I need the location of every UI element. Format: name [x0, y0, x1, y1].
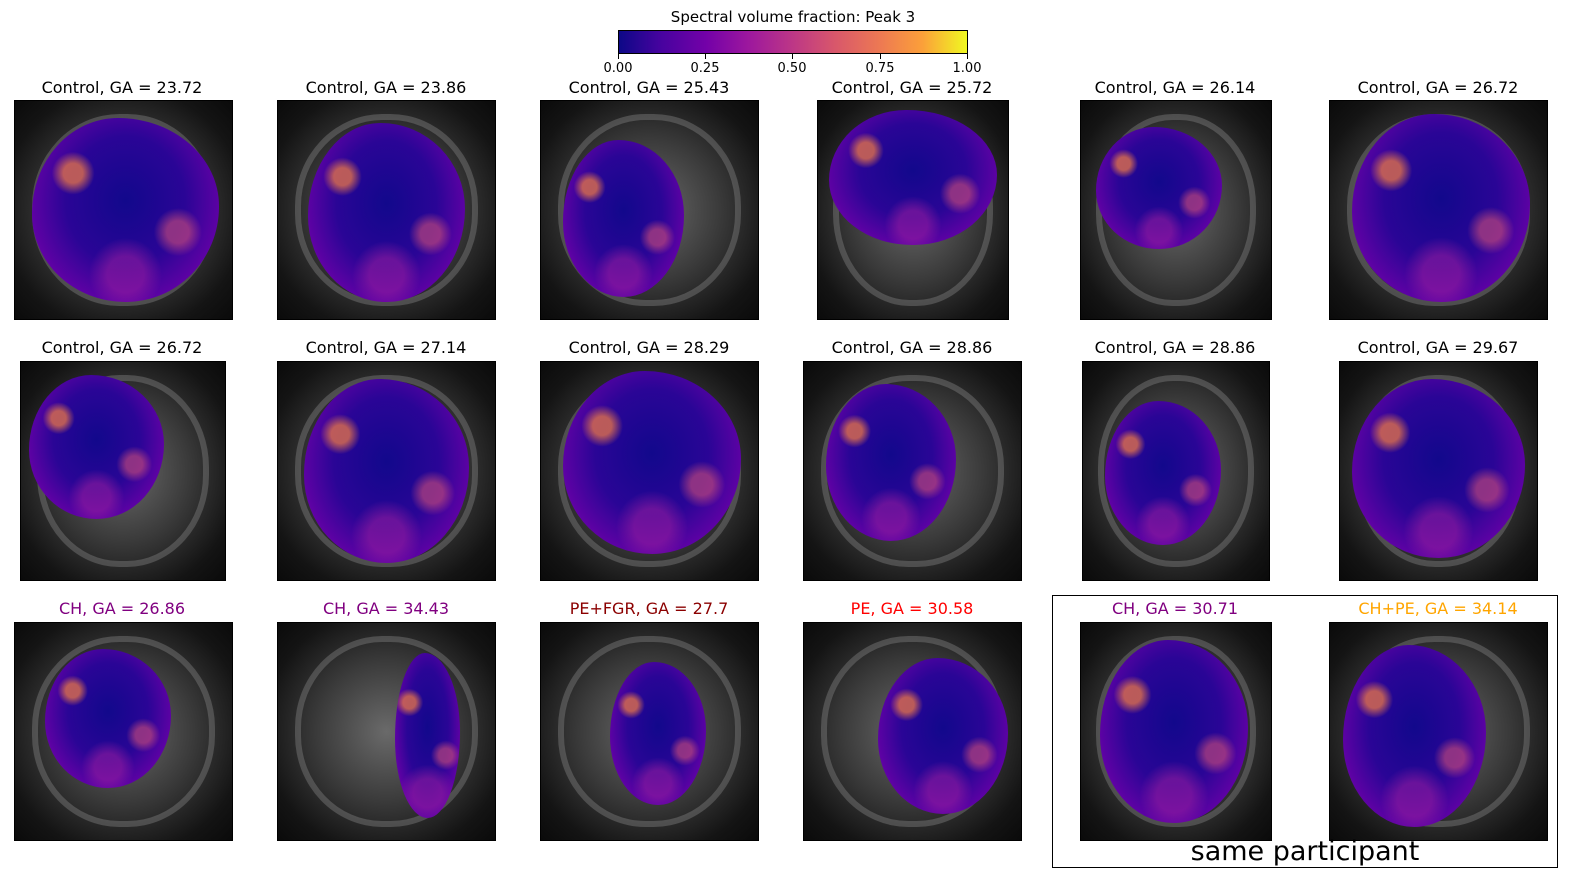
placenta-map-panel [1080, 622, 1272, 841]
placenta-map-panel [14, 100, 233, 320]
placenta-map-panel [803, 622, 1022, 841]
colorbar-tick [705, 54, 706, 59]
colorbar [618, 30, 968, 54]
panel-title: CH, GA = 34.43 [322, 599, 450, 618]
panel-title: Control, GA = 25.72 [831, 78, 993, 97]
placenta-map-panel [540, 100, 759, 320]
placenta-map-panel [1082, 361, 1270, 581]
panel-title: Control, GA = 26.14 [1094, 78, 1256, 97]
placenta-map-panel [817, 100, 1009, 320]
colorbar-tick [967, 54, 968, 59]
panel-title: Control, GA = 26.72 [1357, 78, 1519, 97]
panel-title: Control, GA = 28.29 [568, 338, 730, 357]
panel-title: Control, GA = 23.72 [41, 78, 203, 97]
panel-title: Control, GA = 25.43 [568, 78, 730, 97]
colorbar-tick [792, 54, 793, 59]
placenta-map-panel [277, 622, 496, 841]
colorbar-tick-label: 0.00 [603, 61, 633, 76]
panel-title: Control, GA = 28.86 [1094, 338, 1256, 357]
placenta-map-panel [803, 361, 1022, 581]
panel-title: PE+FGR, GA = 27.7 [569, 599, 729, 618]
panel-title: Control, GA = 29.67 [1357, 338, 1519, 357]
panel-title: CH+PE, GA = 34.14 [1358, 599, 1518, 618]
colorbar-tick [880, 54, 881, 59]
colorbar-tick-label: 0.75 [865, 61, 895, 76]
panel-title: Control, GA = 26.72 [41, 338, 203, 357]
placenta-map-panel [1339, 361, 1538, 581]
panel-title: Control, GA = 27.14 [305, 338, 467, 357]
colorbar-tick-label: 1.00 [952, 61, 982, 76]
placenta-map-panel [1329, 622, 1548, 841]
placenta-map-panel [1080, 100, 1272, 320]
panel-title: Control, GA = 28.86 [831, 338, 993, 357]
placenta-map-panel [540, 622, 759, 841]
panel-title: PE, GA = 30.58 [850, 599, 974, 618]
colorbar-tick [618, 54, 619, 59]
placenta-map-panel [14, 622, 233, 841]
panel-title: Control, GA = 23.86 [305, 78, 467, 97]
same-participant-label: same participant [1190, 836, 1420, 867]
colorbar-title: Spectral volume fraction: Peak 3 [670, 8, 916, 26]
placenta-map-panel [1329, 100, 1548, 320]
same-participant-box [1052, 595, 1558, 868]
panel-title: CH, GA = 26.86 [58, 599, 186, 618]
placenta-map-panel [277, 100, 496, 320]
placenta-map-panel [20, 361, 226, 581]
colorbar-tick-label: 0.50 [777, 61, 807, 76]
placenta-map-panel [540, 361, 759, 581]
panel-title: CH, GA = 30.71 [1111, 599, 1239, 618]
placenta-map-panel [277, 361, 496, 581]
colorbar-tick-label: 0.25 [690, 61, 720, 76]
